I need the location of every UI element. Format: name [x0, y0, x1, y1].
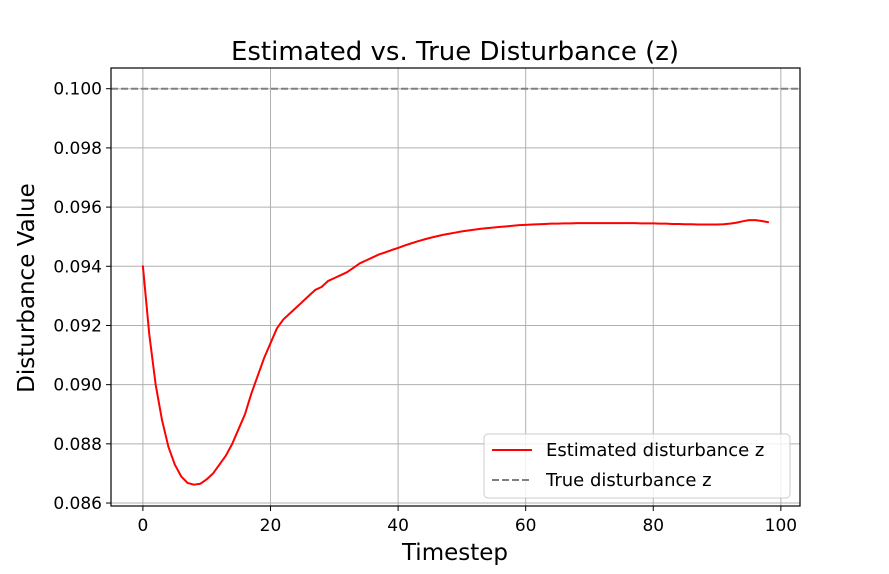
chart-title: Estimated vs. True Disturbance (z) [231, 37, 679, 67]
x-tick-label: 20 [260, 516, 282, 536]
x-tick-label: 80 [642, 516, 664, 536]
series-line-estimated-disturbance [141, 219, 770, 486]
legend-label-true: True disturbance z [545, 470, 712, 491]
y-tick-label: 0.088 [53, 435, 102, 455]
plot-frame [110, 67, 801, 507]
y-tick-label: 0.090 [53, 376, 102, 396]
axis-ticks: 0 20 40 60 80 100 0.086 0.088 0.090 0.092 0.094 0.0… [53, 80, 797, 536]
y-tick-label: 0.096 [53, 198, 102, 218]
y-tick-label: 0.086 [53, 494, 102, 514]
y-axis-label: Disturbance Value [14, 183, 40, 393]
x-tick-label: 40 [387, 516, 409, 536]
y-tick-label: 0.100 [53, 80, 102, 100]
x-tick-label: 60 [515, 516, 537, 536]
y-tick-label: 0.098 [53, 139, 102, 159]
x-tick-label: 0 [137, 516, 148, 536]
legend: Estimated disturbance z True disturbance… [483, 433, 791, 499]
x-axis-label: Timestep [401, 540, 508, 566]
series-lines [111, 87, 800, 486]
legend-label-estimated: Estimated disturbance z [546, 440, 764, 461]
y-tick-label: 0.092 [53, 316, 102, 336]
y-tick-label: 0.094 [53, 257, 102, 277]
legend-box [483, 433, 791, 499]
x-tick-label: 100 [765, 516, 797, 536]
